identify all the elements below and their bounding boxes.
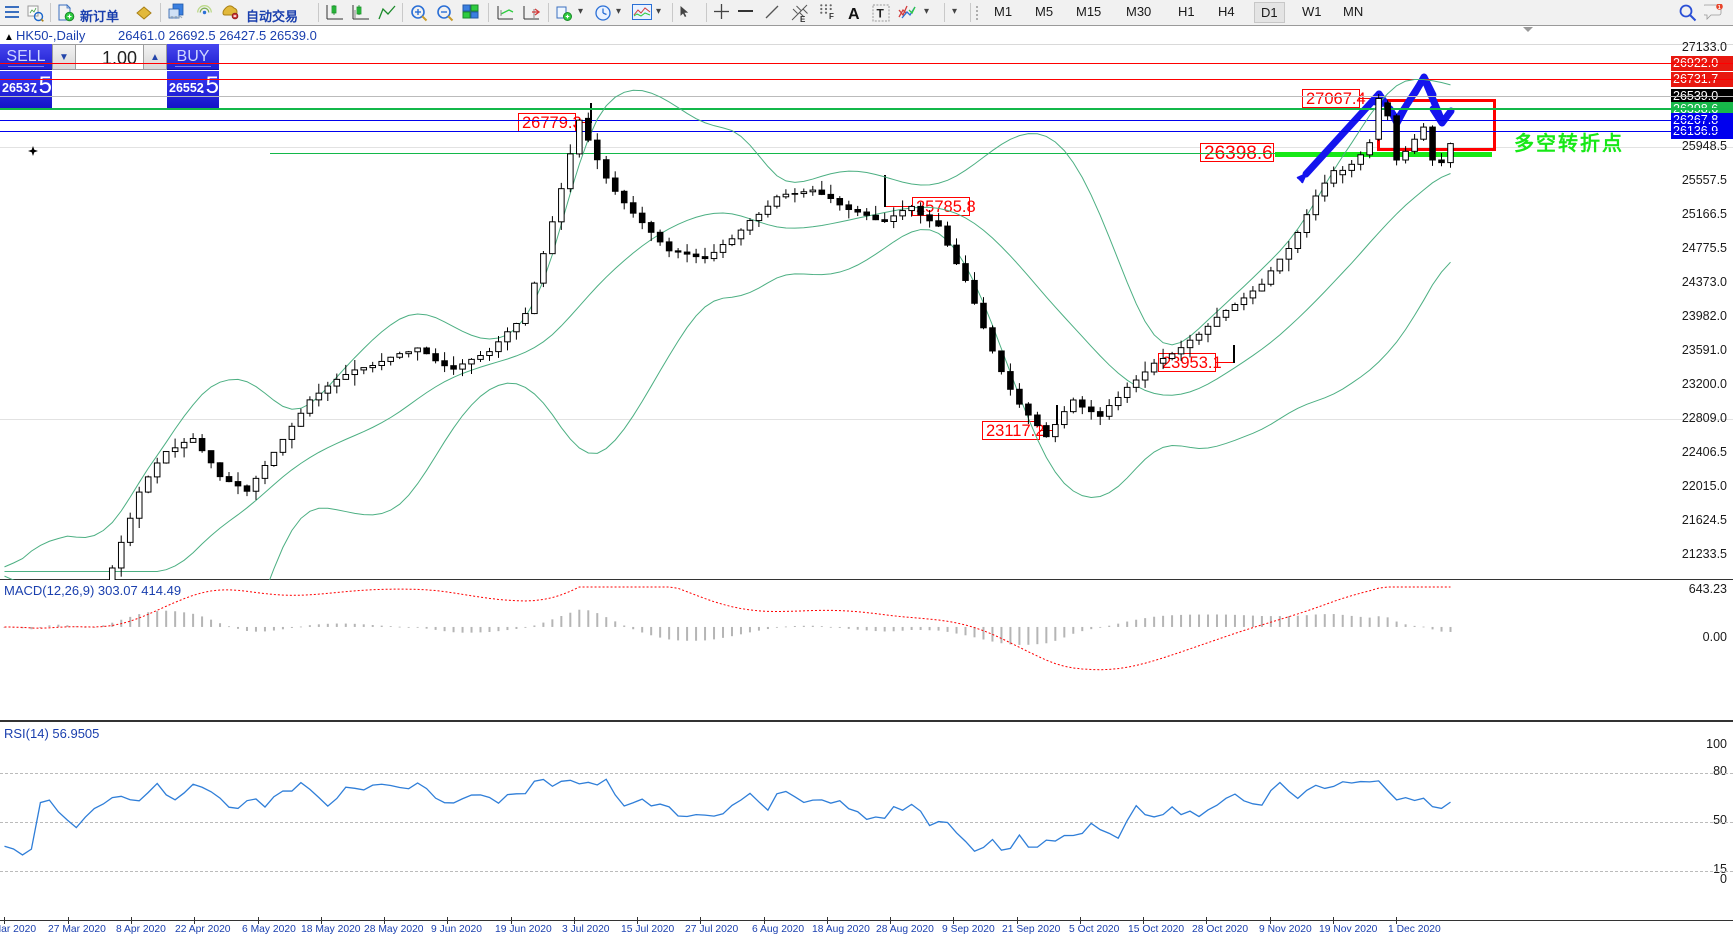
svg-text:E: E — [800, 15, 806, 23]
svg-text:F: F — [829, 12, 834, 19]
svg-text:T: T — [877, 7, 885, 21]
svg-text:1: 1 — [1718, 5, 1721, 11]
